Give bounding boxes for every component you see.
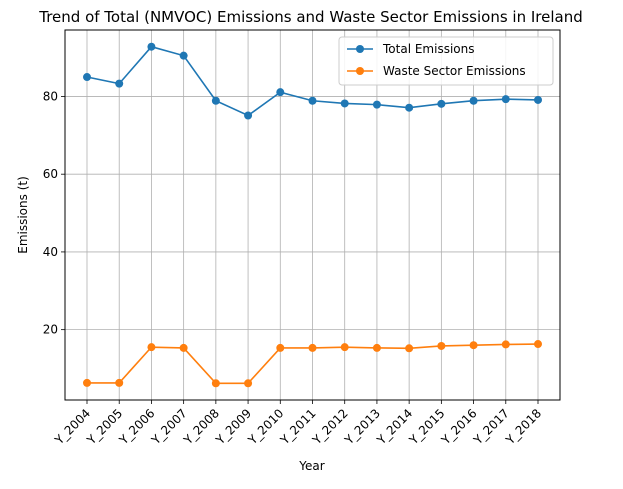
legend-box — [338, 36, 554, 86]
data-point — [244, 379, 253, 388]
data-point — [83, 378, 91, 387]
x-tick-label: Y_2004 — [51, 406, 93, 448]
axes: Y_2004Y_2005Y_2006Y_2007Y_2008Y_2009Y_20… — [43, 89, 544, 447]
data-point — [501, 95, 510, 104]
x-tick-label: Y_2015 — [406, 406, 448, 448]
x-tick-label: Y_2016 — [438, 406, 480, 448]
x-tick-label: Y_2007 — [148, 406, 190, 448]
data-point — [276, 88, 285, 97]
data-point — [276, 343, 285, 352]
data-point — [405, 344, 414, 353]
data-point — [147, 42, 156, 51]
grid-lines — [65, 30, 560, 400]
x-tick-label: Y_2017 — [470, 406, 512, 448]
y-tick-label: 60 — [43, 167, 58, 181]
data-point — [405, 103, 414, 112]
x-tick-label: Y_2011 — [277, 406, 319, 448]
data-point — [244, 111, 253, 120]
x-tick-label: Y_2010 — [245, 406, 287, 448]
data-point — [308, 96, 317, 105]
data-point — [83, 73, 91, 82]
series-layer — [83, 42, 542, 388]
data-point — [437, 99, 446, 108]
data-point — [179, 51, 188, 60]
data-point — [340, 99, 349, 108]
data-point — [372, 343, 381, 352]
data-point — [147, 343, 156, 352]
data-point — [372, 100, 381, 109]
data-point — [469, 96, 478, 105]
x-tick-label: Y_2013 — [341, 406, 383, 448]
x-tick-label: Y_2009 — [213, 406, 255, 448]
data-point — [115, 378, 124, 387]
data-point — [308, 343, 317, 352]
y-axis-label: Emissions (t) — [16, 176, 30, 254]
x-tick-label: Y_2012 — [309, 406, 351, 448]
data-point — [469, 341, 478, 350]
x-tick-label: Y_2008 — [180, 406, 222, 448]
data-point — [179, 343, 188, 352]
x-tick-label: Y_2006 — [116, 406, 158, 448]
data-point — [340, 343, 349, 352]
data-point — [115, 79, 124, 88]
data-point — [501, 340, 510, 349]
data-point — [211, 96, 220, 105]
x-tick-label: Y_2014 — [374, 406, 416, 448]
legend-swatch-marker — [356, 45, 364, 53]
data-point — [534, 340, 542, 349]
chart-title: Trend of Total (NMVOC) Emissions and Was… — [38, 8, 582, 26]
x-tick-label: Y_2018 — [502, 406, 544, 448]
legend-swatch-marker — [356, 67, 364, 75]
data-point — [211, 379, 220, 388]
x-axis-label: Year — [298, 459, 324, 473]
y-tick-label: 80 — [43, 89, 58, 103]
legend-label: Waste Sector Emissions — [383, 64, 526, 78]
y-tick-label: 20 — [43, 323, 58, 337]
legend: Total Emissions Waste Sector Emissions — [338, 36, 554, 86]
legend-label: Total Emissions — [382, 42, 474, 56]
y-tick-label: 40 — [43, 245, 58, 259]
data-point — [437, 341, 446, 350]
x-tick-label: Y_2005 — [84, 406, 126, 448]
data-point — [534, 95, 542, 104]
